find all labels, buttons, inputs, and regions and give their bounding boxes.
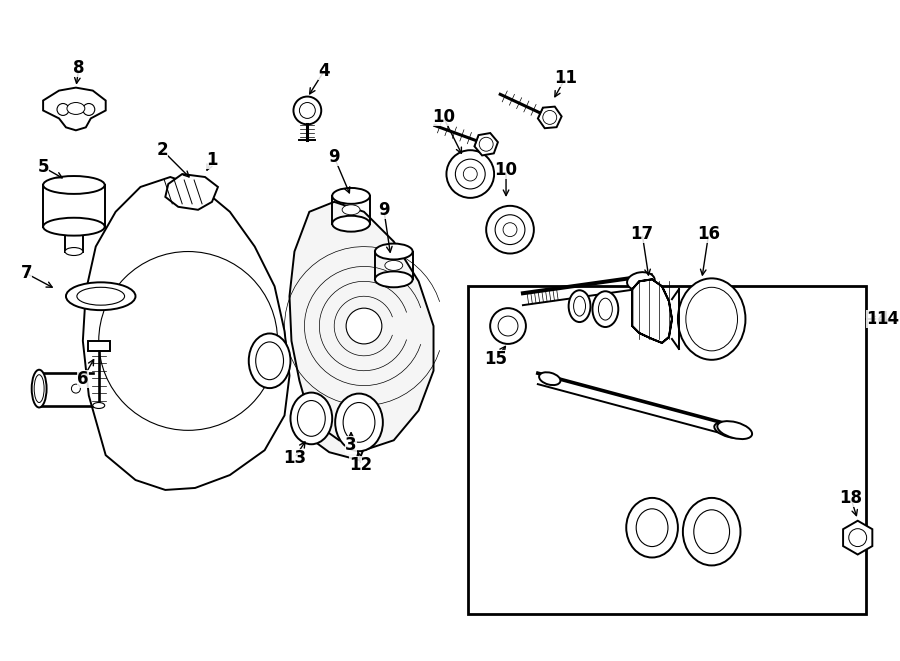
Circle shape	[293, 97, 321, 124]
Text: 1: 1	[206, 151, 218, 169]
Ellipse shape	[446, 150, 494, 198]
Bar	[88, 341, 110, 351]
Ellipse shape	[256, 342, 284, 379]
Ellipse shape	[683, 498, 741, 565]
Text: 11: 11	[554, 69, 577, 87]
Text: 14: 14	[866, 310, 889, 328]
Ellipse shape	[342, 205, 360, 215]
Circle shape	[498, 316, 518, 336]
Ellipse shape	[539, 372, 561, 385]
Text: 12: 12	[349, 456, 373, 474]
Ellipse shape	[503, 223, 517, 237]
Ellipse shape	[694, 510, 730, 553]
Ellipse shape	[93, 403, 104, 408]
Ellipse shape	[76, 288, 124, 305]
Ellipse shape	[375, 243, 413, 260]
Polygon shape	[843, 521, 872, 555]
Text: 5: 5	[38, 158, 49, 176]
Ellipse shape	[66, 282, 136, 310]
Circle shape	[300, 102, 315, 118]
Text: 15: 15	[484, 350, 508, 368]
Polygon shape	[474, 133, 498, 155]
Polygon shape	[83, 177, 290, 490]
Ellipse shape	[297, 401, 325, 436]
Text: 9: 9	[378, 201, 390, 219]
Text: 10: 10	[432, 108, 455, 126]
Text: 7: 7	[21, 264, 32, 282]
Polygon shape	[632, 280, 672, 343]
Text: 2: 2	[157, 141, 168, 159]
Ellipse shape	[598, 298, 612, 320]
Circle shape	[71, 384, 80, 393]
Text: 18: 18	[840, 489, 862, 507]
Ellipse shape	[332, 215, 370, 231]
Circle shape	[849, 529, 867, 547]
Ellipse shape	[486, 206, 534, 254]
Ellipse shape	[569, 290, 590, 322]
Circle shape	[83, 104, 94, 116]
Text: 9: 9	[328, 148, 340, 166]
Ellipse shape	[455, 159, 485, 189]
Text: 16: 16	[698, 225, 720, 243]
Ellipse shape	[717, 421, 752, 439]
Ellipse shape	[248, 334, 291, 388]
Circle shape	[170, 323, 206, 359]
Text: 6: 6	[77, 369, 88, 388]
Ellipse shape	[626, 498, 678, 557]
Ellipse shape	[385, 260, 402, 270]
Bar	[468, 286, 866, 614]
Polygon shape	[300, 415, 364, 460]
Polygon shape	[538, 106, 562, 128]
Ellipse shape	[592, 292, 618, 327]
Ellipse shape	[495, 215, 525, 245]
Ellipse shape	[65, 248, 83, 256]
Ellipse shape	[332, 188, 370, 204]
Text: 10: 10	[494, 161, 518, 179]
Bar	[65, 225, 83, 252]
Text: 3: 3	[346, 436, 357, 454]
Ellipse shape	[573, 296, 586, 316]
Text: 8: 8	[73, 59, 85, 77]
Text: 17: 17	[631, 225, 653, 243]
Polygon shape	[290, 202, 434, 450]
Ellipse shape	[678, 278, 745, 360]
Ellipse shape	[32, 369, 47, 407]
Circle shape	[99, 252, 277, 430]
Bar	[43, 185, 104, 227]
Ellipse shape	[335, 393, 382, 451]
Ellipse shape	[343, 403, 375, 442]
Ellipse shape	[43, 217, 104, 235]
Text: 14: 14	[876, 310, 899, 328]
Circle shape	[491, 308, 526, 344]
Text: 13: 13	[283, 449, 306, 467]
Ellipse shape	[291, 393, 332, 444]
Ellipse shape	[627, 272, 654, 290]
Ellipse shape	[34, 375, 44, 403]
Ellipse shape	[375, 272, 413, 288]
Ellipse shape	[464, 167, 477, 181]
Polygon shape	[166, 174, 218, 210]
Ellipse shape	[67, 102, 85, 114]
Ellipse shape	[43, 176, 104, 194]
Polygon shape	[43, 88, 105, 130]
Circle shape	[479, 137, 493, 151]
Circle shape	[543, 110, 557, 124]
Circle shape	[346, 308, 382, 344]
Circle shape	[57, 104, 69, 116]
Ellipse shape	[715, 422, 745, 438]
Text: 4: 4	[319, 61, 330, 80]
Ellipse shape	[686, 288, 737, 351]
Ellipse shape	[636, 509, 668, 547]
